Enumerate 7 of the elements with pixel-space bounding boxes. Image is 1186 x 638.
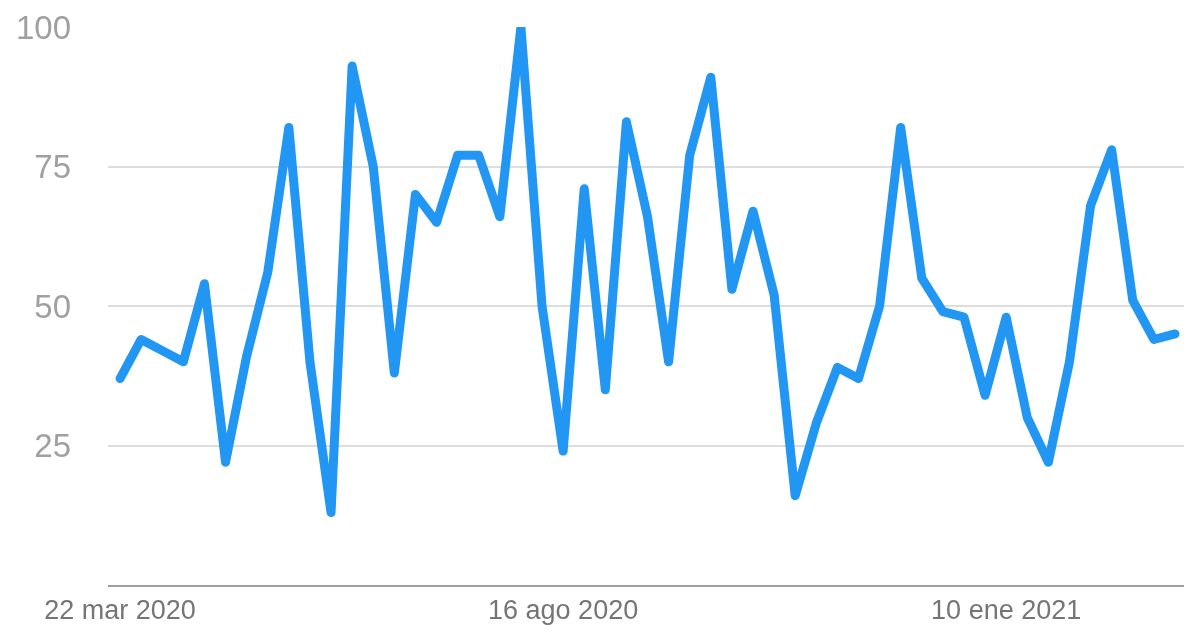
x-tick-label: 22 mar 2020 [44,595,196,626]
y-tick-label: 100 [15,8,71,46]
y-tick-label: 75 [34,148,71,186]
y-tick-label: 50 [34,287,71,325]
x-tick-label: 10 ene 2021 [931,595,1082,626]
x-tick-label: 16 ago 2020 [488,595,639,626]
y-tick-label: 25 [34,427,71,465]
